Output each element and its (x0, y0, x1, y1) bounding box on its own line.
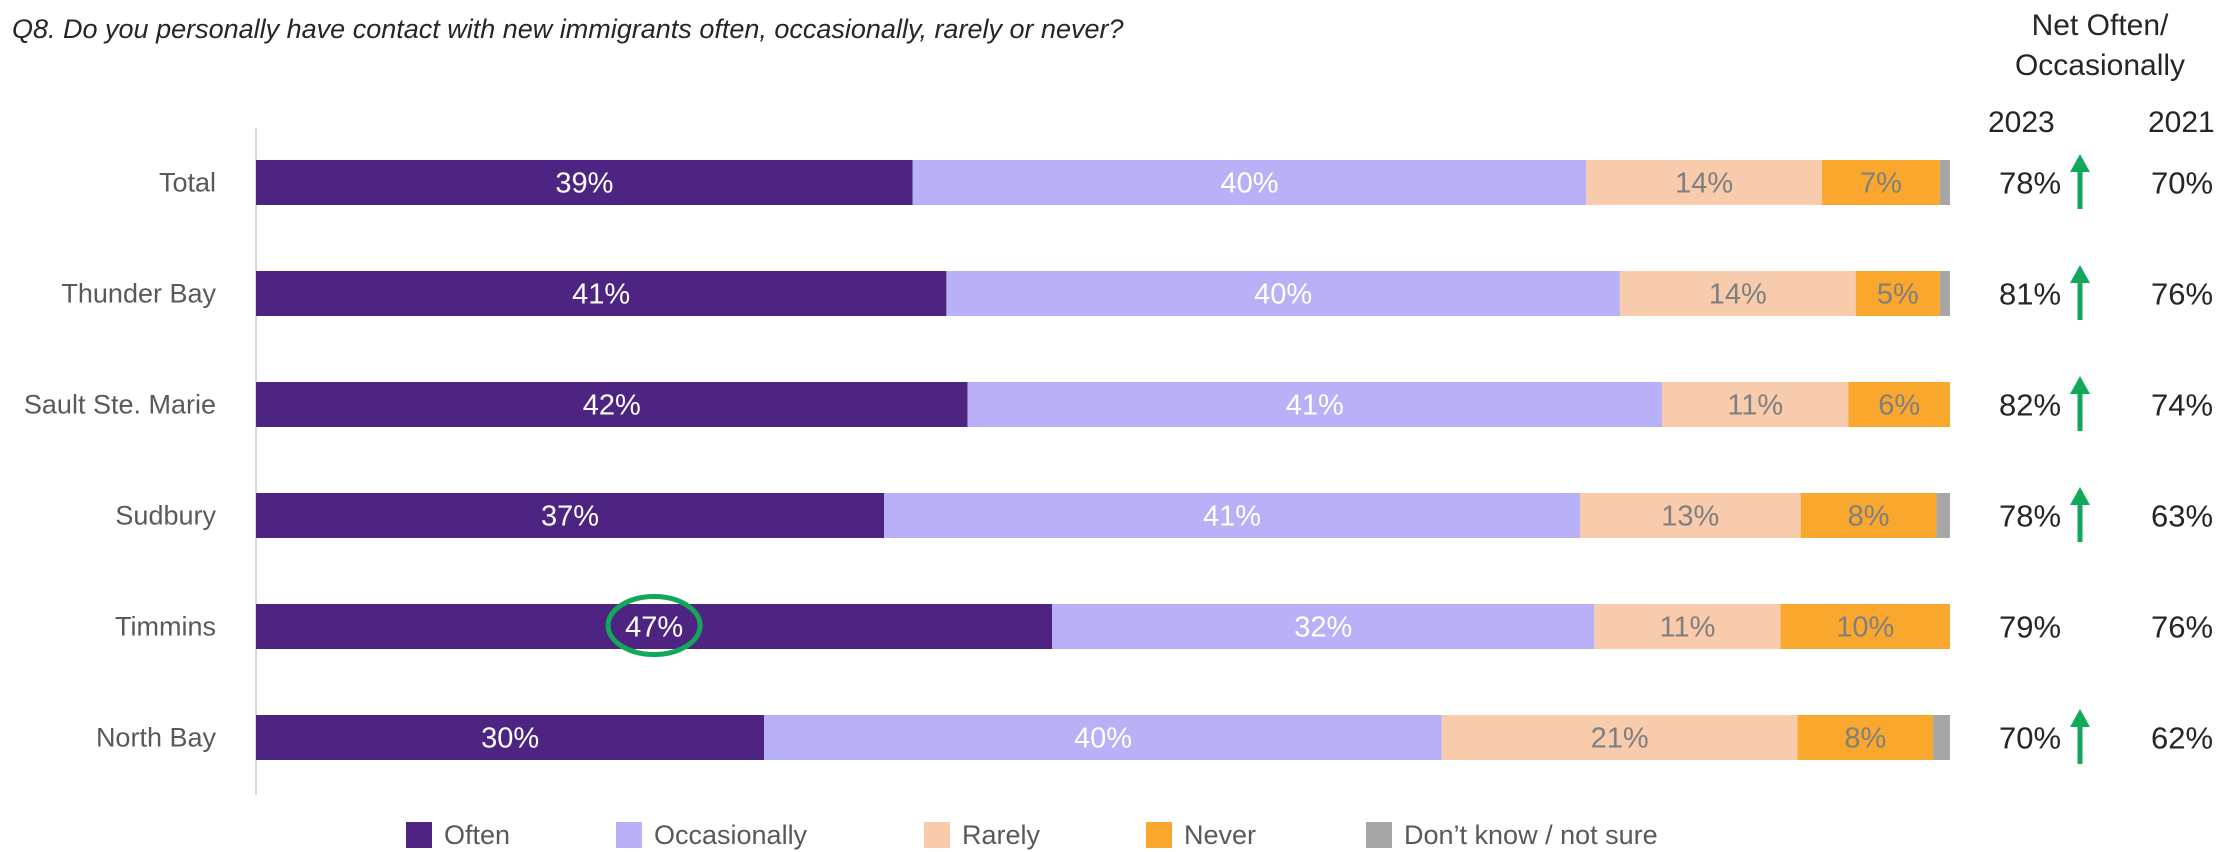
bar-rarely-thunder-bay (1619, 271, 1856, 316)
category-label-timmins: Timmins (115, 612, 216, 642)
bar-often-total (256, 160, 913, 205)
net-often-occasionally-header: Net Often/ Occasionally (1980, 6, 2220, 86)
bar-dont-know-north-bay (1933, 715, 1950, 760)
data-label-often-total: 39% (555, 168, 613, 200)
data-label-never-sudbury: 8% (1848, 501, 1890, 533)
legend-swatch-occasionally (616, 822, 642, 848)
bar-dont-know-sudbury (1936, 493, 1950, 538)
bar-never-total (1822, 160, 1940, 205)
legend-item-dont-know: Don’t know / not sure (1366, 818, 1658, 852)
bar-dont-know-total (1939, 160, 1950, 205)
bar-often-sault-ste-marie (256, 382, 968, 427)
data-label-occasionally-north-bay: 40% (1074, 723, 1132, 755)
bar-dont-know-thunder-bay (1939, 271, 1950, 316)
up-arrow-icon (2070, 154, 2090, 209)
legend-item-often: Often (406, 818, 510, 852)
data-label-often-north-bay: 30% (481, 723, 539, 755)
net-2023-sudbury: 78% (1999, 499, 2061, 534)
data-label-rarely-sault-ste-marie: 11% (1727, 390, 1783, 422)
up-arrow-icon (2070, 487, 2090, 542)
data-label-rarely-timmins: 11% (1659, 612, 1715, 644)
year-2023-label: 2023 (1988, 106, 2055, 139)
category-label-total: Total (159, 168, 216, 198)
net-2021-sault-ste-marie: 74% (2151, 388, 2213, 423)
bar-rarely-timmins (1594, 604, 1781, 649)
legend-swatch-rarely (924, 822, 950, 848)
data-label-occasionally-total: 40% (1220, 168, 1278, 200)
legend-swatch-often (406, 822, 432, 848)
net-2023-thunder-bay: 81% (1999, 277, 2061, 312)
category-label-sault-ste-marie: Sault Ste. Marie (24, 390, 216, 420)
bar-rarely-total (1586, 160, 1823, 205)
data-label-never-thunder-bay: 5% (1877, 279, 1919, 311)
data-label-rarely-total: 14% (1675, 168, 1733, 200)
net-2021-thunder-bay: 76% (2151, 277, 2213, 312)
bar-rarely-sudbury (1579, 493, 1801, 538)
legend-swatch-dont-know (1366, 822, 1392, 848)
up-arrow-icon (2070, 265, 2090, 320)
bar-often-timmins (256, 604, 1053, 649)
data-label-rarely-thunder-bay: 14% (1709, 279, 1767, 311)
up-arrow-icon (2070, 709, 2090, 764)
bar-never-sudbury (1800, 493, 1937, 538)
bar-rarely-sault-ste-marie (1662, 382, 1849, 427)
bar-occasionally-sault-ste-marie (967, 382, 1663, 427)
data-label-never-total: 7% (1860, 168, 1902, 200)
net-header-line1: Net Often/ (2031, 9, 2169, 42)
bar-occasionally-total (912, 160, 1587, 205)
net-2021-north-bay: 62% (2151, 721, 2213, 756)
data-label-often-sudbury: 37% (541, 501, 599, 533)
legend-item-occasionally: Occasionally (616, 818, 807, 852)
bar-often-sudbury (256, 493, 885, 538)
data-label-rarely-north-bay: 21% (1591, 723, 1649, 755)
legend-label-rarely: Rarely (962, 819, 1041, 850)
data-label-occasionally-timmins: 32% (1294, 612, 1352, 644)
bar-rarely-north-bay (1441, 715, 1798, 760)
data-label-never-sault-ste-marie: 6% (1878, 390, 1920, 422)
legend-label-dont-know: Don’t know / not sure (1404, 819, 1658, 850)
data-label-often-timmins: 47% (625, 612, 683, 644)
bar-never-sault-ste-marie (1848, 382, 1950, 427)
legend-label-never: Never (1184, 819, 1257, 850)
data-label-never-north-bay: 8% (1844, 723, 1886, 755)
legend-swatch-never (1146, 822, 1172, 848)
legend-label-often: Often (444, 819, 511, 850)
bar-never-thunder-bay (1855, 271, 1940, 316)
bar-never-timmins (1780, 604, 1950, 649)
bar-never-north-bay (1797, 715, 1934, 760)
data-label-rarely-sudbury: 13% (1661, 501, 1719, 533)
bar-occasionally-sudbury (884, 493, 1580, 538)
net-2023-north-bay: 70% (1999, 721, 2061, 756)
stacked-bar-chart: Total 39% 40% 14% 7% 78% 70% Thunder Bay 41% 40% 1… (24, 128, 2213, 795)
question-text: Q8. Do you personally have contact with … (12, 14, 1124, 44)
data-label-occasionally-thunder-bay: 40% (1254, 279, 1312, 311)
bar-occasionally-timmins (1052, 604, 1595, 649)
bar-often-north-bay (256, 715, 765, 760)
legend-item-never: Never (1146, 818, 1256, 852)
up-arrow-icon (2070, 376, 2090, 431)
data-label-never-timmins: 10% (1836, 612, 1894, 644)
data-label-occasionally-sault-ste-marie: 41% (1286, 390, 1344, 422)
net-2023-timmins: 79% (1999, 610, 2061, 645)
bar-occasionally-thunder-bay (946, 271, 1620, 316)
net-2021-sudbury: 63% (2151, 499, 2213, 534)
net-2021-timmins: 76% (2151, 610, 2213, 645)
net-2021-total: 70% (2151, 166, 2213, 201)
legend-item-rarely: Rarely (924, 818, 1040, 852)
bar-often-thunder-bay (256, 271, 947, 316)
data-label-often-sault-ste-marie: 42% (583, 390, 641, 422)
category-label-thunder-bay: Thunder Bay (61, 279, 216, 309)
category-label-north-bay: North Bay (96, 723, 217, 753)
data-label-occasionally-sudbury: 41% (1203, 501, 1261, 533)
legend-label-occasionally: Occasionally (654, 819, 808, 850)
net-2023-total: 78% (1999, 166, 2061, 201)
year-2021-label: 2021 (2148, 106, 2215, 139)
category-label-sudbury: Sudbury (115, 501, 216, 531)
highlight-circle (605, 594, 703, 657)
net-header-line2: Occasionally (2014, 49, 2186, 82)
bar-occasionally-north-bay (764, 715, 1442, 760)
net-2023-sault-ste-marie: 82% (1999, 388, 2061, 423)
data-label-often-thunder-bay: 41% (572, 279, 630, 311)
